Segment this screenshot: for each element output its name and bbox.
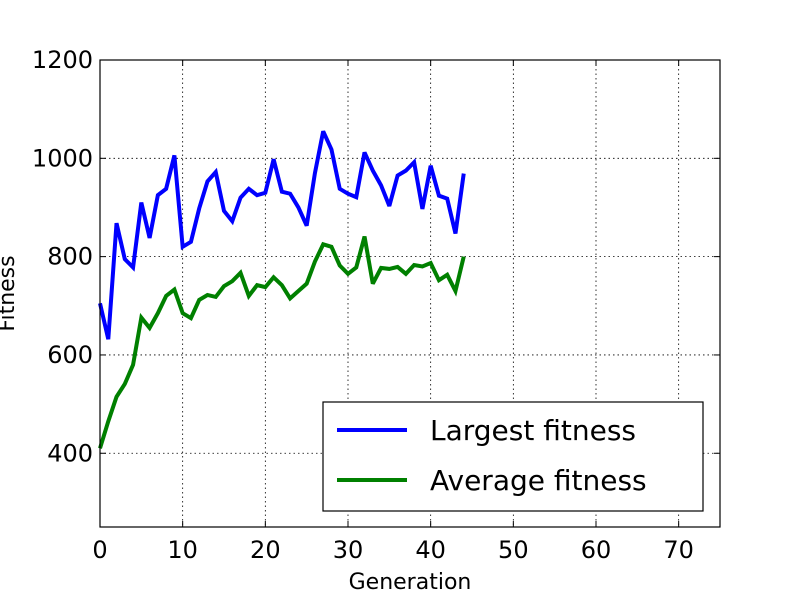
- y-tick-label: 1200: [32, 46, 93, 74]
- x-tick-label: 30: [333, 536, 364, 564]
- x-tick-label: 0: [92, 536, 107, 564]
- x-tick-label: 50: [498, 536, 529, 564]
- x-tick-label: 40: [415, 536, 446, 564]
- series-line-largest-fitness: [98, 130, 466, 340]
- y-axis-title: Fitness: [0, 255, 20, 331]
- axis-ticks: 0 10 20 30 40 50 60 70 400 600 800 1000 1200: [32, 46, 720, 564]
- x-tick-label: 20: [250, 536, 281, 564]
- y-tick-label: 600: [47, 341, 93, 369]
- x-tick-label: 60: [581, 536, 612, 564]
- legend-box: [322, 401, 704, 512]
- x-tick-label: 70: [663, 536, 694, 564]
- plot-series: [98, 130, 466, 449]
- legend-label-average-fitness: Average fitness: [430, 464, 647, 497]
- y-tick-label: 400: [47, 439, 93, 467]
- y-tick-label: 800: [47, 243, 93, 271]
- x-tick-label: 10: [167, 536, 198, 564]
- plot-frame: [99, 59, 721, 528]
- series-line-average-fitness: [98, 235, 466, 449]
- legend: Largest fitness Average fitness: [322, 401, 704, 512]
- x-axis-title: Generation: [349, 570, 472, 595]
- legend-label-largest-fitness: Largest fitness: [430, 414, 636, 447]
- y-tick-label: 1000: [32, 144, 93, 172]
